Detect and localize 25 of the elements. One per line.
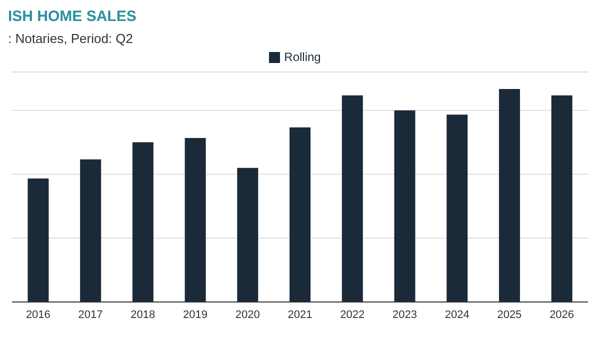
- x-tick-label: 2026: [550, 308, 574, 321]
- bar: [342, 95, 363, 302]
- bar: [498, 89, 520, 302]
- x-tick-label: 2024: [444, 308, 470, 321]
- bar: [446, 114, 468, 302]
- x-tick-label: 2016: [26, 308, 50, 321]
- x-tick-label: 2018: [130, 308, 156, 321]
- bar: [551, 95, 572, 302]
- x-tick-label: 2019: [183, 308, 208, 321]
- x-tick-label: 2020: [235, 308, 260, 321]
- bar: [28, 178, 49, 302]
- x-tick-label: 2025: [497, 308, 522, 321]
- x-tick-label: 2021: [288, 308, 312, 321]
- x-tick-label: 2023: [392, 308, 417, 321]
- legend-label: Rolling: [284, 50, 321, 64]
- chart-subtitle: : Notaries, Period: Q2: [8, 31, 134, 46]
- bar: [184, 138, 206, 302]
- bar: [290, 127, 311, 302]
- x-tick-label: 2022: [340, 308, 365, 321]
- bar: [237, 168, 258, 302]
- chart-title: ISH HOME SALES: [8, 8, 138, 25]
- x-tick-label: 2017: [78, 308, 103, 321]
- bar: [80, 159, 102, 302]
- bar: [132, 142, 154, 302]
- bar: [394, 110, 416, 302]
